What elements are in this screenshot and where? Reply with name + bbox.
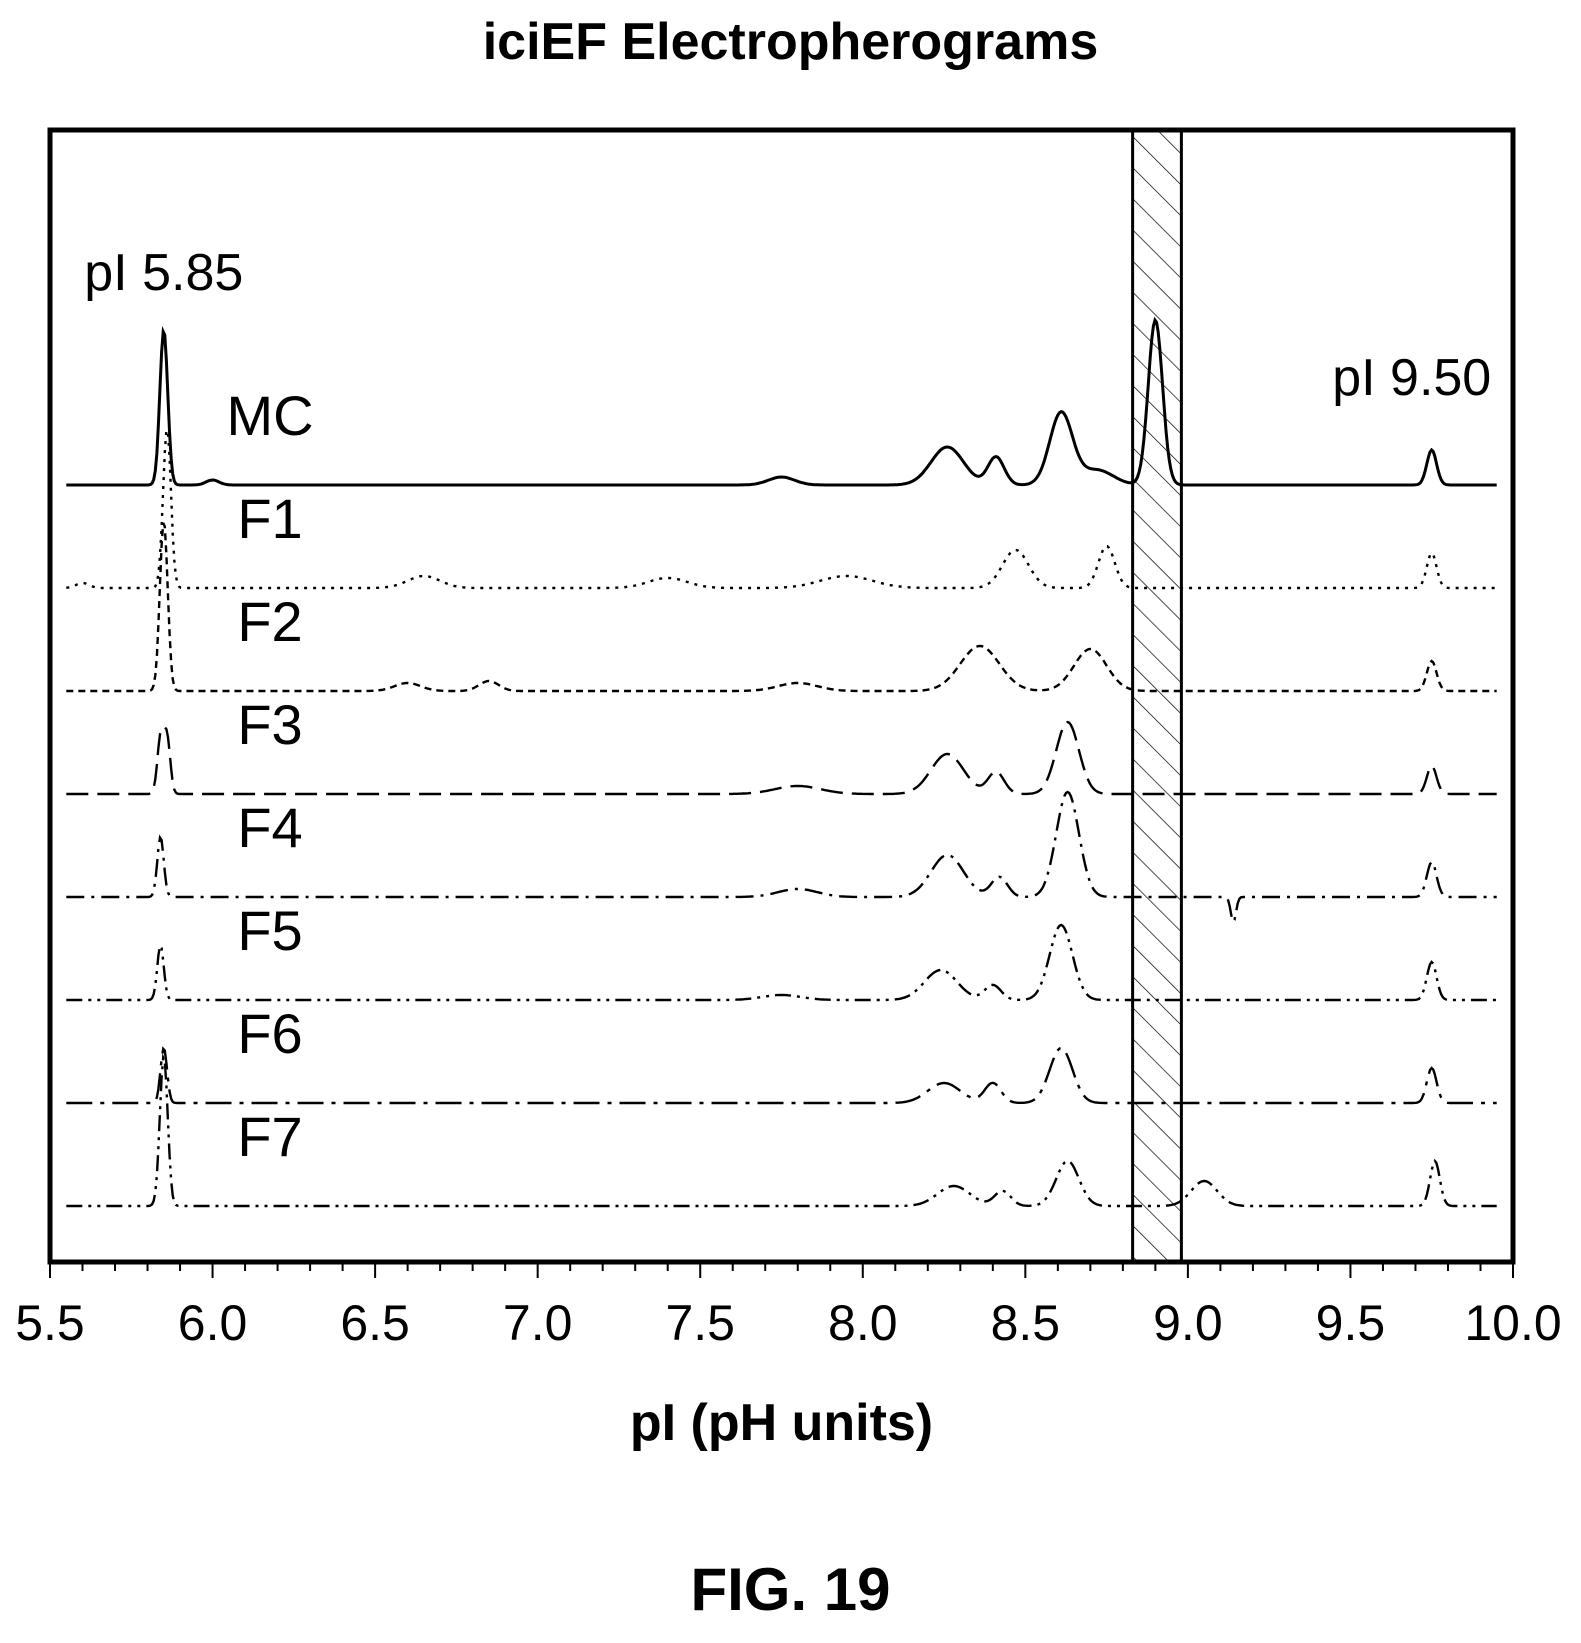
- x-tick-label: 9.0: [1153, 1295, 1223, 1351]
- series-line-f7: [66, 1053, 1497, 1208]
- series-line-f5: [66, 923, 1497, 1002]
- series-line-f2: [66, 522, 1497, 693]
- annotation-pi-585: pI 5.85: [84, 244, 243, 302]
- series-label-f5: F5: [237, 899, 302, 962]
- chart-title: iciEF Electropherograms: [482, 13, 1099, 71]
- x-tick-label: 5.5: [15, 1295, 85, 1351]
- series-line-f3: [66, 720, 1497, 796]
- series-label-f4: F4: [237, 796, 302, 859]
- x-tick-label: 6.5: [340, 1295, 410, 1351]
- x-tick-label: 9.5: [1316, 1295, 1386, 1351]
- figure-label: FIG. 19: [690, 1556, 891, 1623]
- x-tick-label: 10.0: [1464, 1295, 1561, 1351]
- series-line-f1: [66, 426, 1497, 590]
- series-label-f2: F2: [237, 590, 302, 653]
- annotation-pi-950: pI 9.50: [1332, 349, 1491, 407]
- shaded-region: [1131, 128, 1183, 1264]
- series-line-f6: [66, 1046, 1497, 1105]
- series-label-mc: MC: [226, 384, 313, 447]
- plot-frame: [47, 127, 1516, 1265]
- x-tick-label: 7.5: [665, 1295, 735, 1351]
- x-tick-label: 6.0: [178, 1295, 248, 1351]
- series-label-f6: F6: [237, 1002, 302, 1065]
- x-tick-label: 8.5: [991, 1295, 1061, 1351]
- series-line-f4: [66, 790, 1497, 924]
- x-tick-label: 8.0: [828, 1295, 898, 1351]
- series-label-f3: F3: [237, 693, 302, 756]
- x-tick-label: 7.0: [503, 1295, 573, 1351]
- series-label-f7: F7: [237, 1105, 302, 1168]
- series-line-mc: [66, 316, 1497, 487]
- x-axis-label: pI (pH units): [630, 1394, 933, 1452]
- series-label-f1: F1: [237, 487, 302, 550]
